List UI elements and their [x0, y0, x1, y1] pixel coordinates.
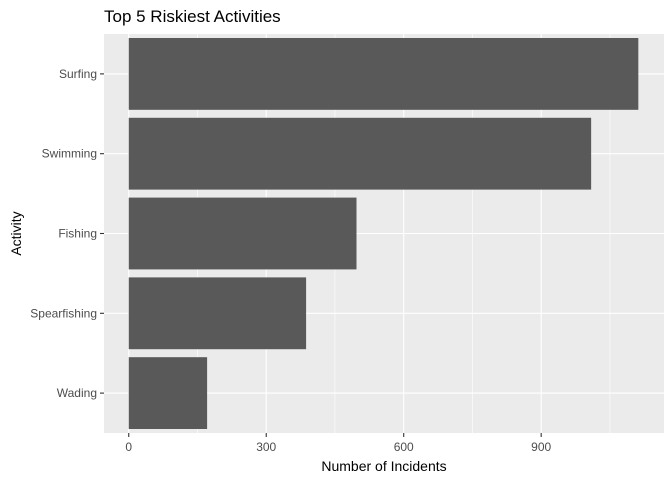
y-tick-label: Surfing: [59, 67, 97, 81]
y-tick-label: Fishing: [58, 227, 97, 241]
x-tick-label: 900: [531, 440, 551, 454]
x-tick-label: 600: [394, 440, 414, 454]
y-tick-label: Spearfishing: [30, 306, 97, 320]
y-tick-label: Wading: [57, 386, 97, 400]
x-axis-title: Number of Incidents: [321, 458, 446, 474]
axis-layer: 0 300 600 900 Surfing Swimming Fishing Spearfis…: [30, 67, 551, 454]
bar-surfing: [128, 37, 639, 110]
bar-fishing: [128, 197, 357, 270]
bar-wading: [128, 357, 208, 430]
bar-swimming: [128, 117, 592, 190]
bar-spearfishing: [128, 277, 307, 350]
x-tick-label: 300: [256, 440, 276, 454]
x-tick-label: 0: [125, 440, 132, 454]
chart-title: Top 5 Riskiest Activities: [104, 7, 281, 26]
y-tick-label: Swimming: [42, 147, 97, 161]
bars-layer: [128, 37, 639, 430]
y-axis-title: Activity: [8, 211, 24, 255]
